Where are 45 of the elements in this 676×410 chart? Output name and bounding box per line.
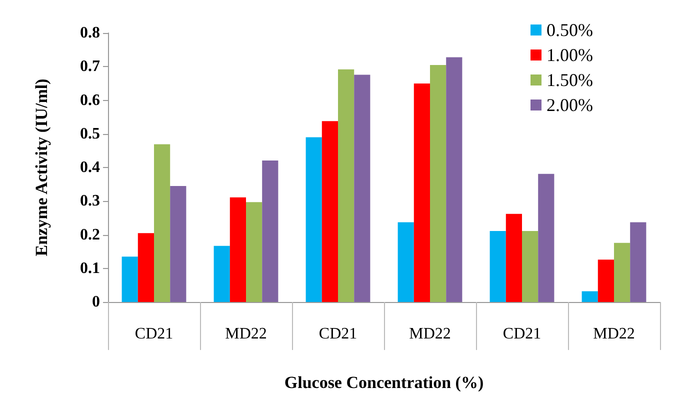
bar <box>170 186 186 302</box>
x-tick-label: MD22 <box>593 326 635 342</box>
legend-label: 1.50% <box>546 70 594 90</box>
y-axis-title: Enzyme Activity (IU/ml) <box>32 78 51 256</box>
bar <box>582 291 598 302</box>
legend-label: 1.00% <box>546 45 594 65</box>
x-tick-label: CD21 <box>502 326 542 342</box>
x-tick-label: CD21 <box>134 326 174 342</box>
bar <box>506 214 522 302</box>
bar <box>538 174 554 302</box>
bar <box>430 64 446 302</box>
y-tick-label: 0.2 <box>80 226 100 244</box>
bar <box>490 231 506 302</box>
bar <box>522 231 538 302</box>
y-tick-label: 0.7 <box>80 58 100 76</box>
bar <box>446 57 462 302</box>
legend-label: 0.50% <box>546 20 594 40</box>
bar <box>214 246 230 302</box>
y-tick-label: 0.4 <box>80 159 100 176</box>
bar <box>322 121 338 302</box>
x-tick-label: CD21 <box>318 326 358 342</box>
x-axis-title: Glucose Concentration (%) <box>284 373 484 392</box>
bar <box>122 256 138 302</box>
y-tick-label: 0.8 <box>80 24 100 42</box>
y-tick-label: 0.5 <box>80 125 100 142</box>
bar <box>338 69 354 302</box>
bar <box>262 160 278 302</box>
bar <box>630 222 646 302</box>
bar <box>598 260 614 302</box>
legend-label: 2.00% <box>546 95 594 115</box>
bar <box>306 137 322 302</box>
bar <box>414 83 430 302</box>
x-tick-label: MD22 <box>225 326 267 342</box>
bar <box>614 242 630 302</box>
bar <box>398 222 414 302</box>
bar <box>230 197 246 302</box>
bar <box>138 233 154 302</box>
y-tick-label: 0 <box>92 294 100 310</box>
x-tick-label: MD22 <box>409 326 451 342</box>
bar <box>246 202 262 302</box>
bar <box>154 144 170 302</box>
y-tick-label: 0.3 <box>80 192 100 210</box>
y-tick-label: 0.6 <box>80 92 100 109</box>
bar <box>354 74 370 302</box>
y-tick-label: 0.1 <box>80 260 100 277</box>
